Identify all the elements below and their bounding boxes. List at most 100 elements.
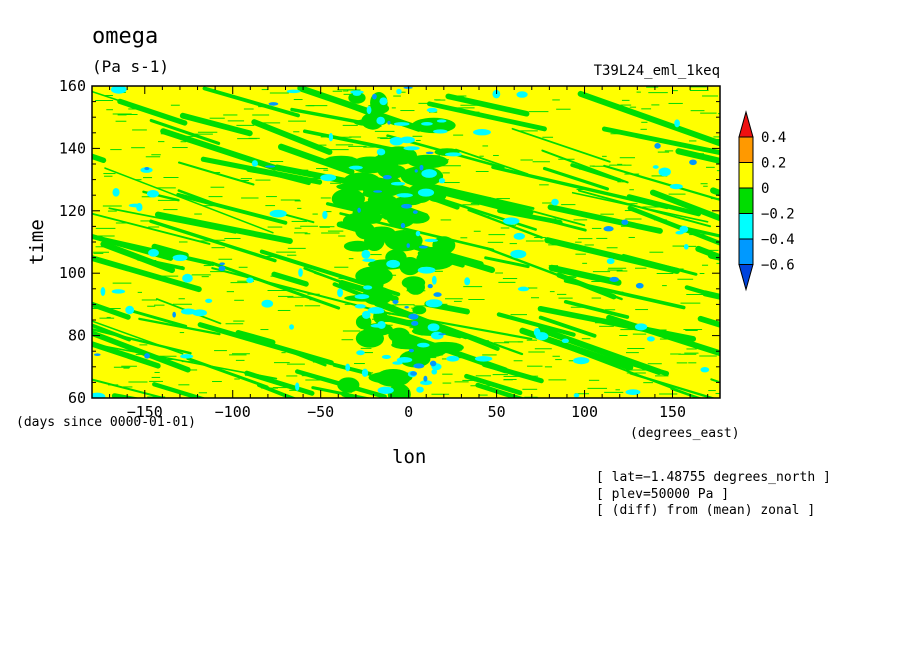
anomaly-band — [537, 305, 697, 342]
anomaly-band — [544, 237, 680, 274]
anomaly-band — [92, 255, 202, 293]
strong-cell — [416, 386, 424, 393]
y-tick-label: 80 — [68, 327, 86, 345]
strong-cell — [573, 357, 590, 365]
strong-cell — [431, 275, 437, 285]
strong-cell — [354, 304, 366, 309]
anomaly-band — [577, 90, 720, 147]
strong-cell — [683, 243, 689, 250]
core-cell — [401, 203, 413, 209]
convective-cell — [406, 279, 425, 295]
y-tick-label: 160 — [59, 77, 86, 95]
colorbar-label: −0.4 — [761, 232, 795, 248]
anomaly-band — [542, 166, 609, 191]
y-tick-label: 60 — [68, 389, 86, 407]
convective-cell — [387, 383, 411, 398]
convective-cell — [331, 188, 365, 210]
anomaly-band — [737, 191, 861, 226]
y-tick-label: 120 — [59, 202, 86, 220]
strong-cell — [533, 328, 541, 337]
core-cell — [418, 245, 428, 249]
x-tick-label: −150 — [127, 403, 163, 421]
strong-cell — [420, 380, 433, 386]
strong-cell — [492, 89, 501, 99]
convective-cell — [352, 205, 366, 226]
colorbar-box — [738, 213, 754, 240]
strong-cell — [362, 258, 376, 262]
strong-cell — [646, 336, 655, 342]
anomaly-band — [132, 310, 188, 328]
strong-cell — [517, 286, 530, 292]
anomaly-band — [92, 341, 161, 369]
strong-cell — [658, 167, 671, 177]
anomaly-band — [289, 350, 327, 367]
anomaly-band — [338, 100, 397, 126]
info-plev: [ plev=50000 Pa ] — [596, 487, 730, 502]
core-cell — [410, 371, 418, 376]
anomaly-band — [290, 107, 364, 125]
anomaly-band — [92, 330, 191, 373]
strong-cell — [182, 273, 193, 283]
strong-cell — [376, 148, 386, 156]
anomaly-band — [445, 93, 530, 117]
strong-cell — [427, 323, 440, 332]
anomaly-band — [92, 212, 211, 245]
x-tick-label: −100 — [215, 403, 251, 421]
core-cell — [419, 164, 424, 171]
strong-cell — [444, 152, 462, 157]
anomaly-band — [415, 180, 535, 210]
core-cell — [382, 174, 392, 180]
strong-cell — [379, 97, 388, 106]
core-cell — [400, 223, 406, 229]
chart-title: omega — [92, 24, 159, 49]
strong-cell — [392, 361, 403, 365]
core-cell — [429, 360, 437, 367]
core-cell — [219, 262, 225, 266]
strong-cell — [377, 320, 386, 329]
anomaly-band — [556, 272, 617, 300]
strong-cell — [251, 160, 258, 167]
convective-cell — [343, 240, 372, 252]
anomaly-band — [92, 301, 131, 320]
anomaly-band — [727, 296, 808, 313]
strong-cell — [561, 338, 569, 344]
strong-cell — [396, 357, 413, 363]
strong-cell — [356, 350, 365, 356]
anomaly-band — [538, 315, 597, 338]
anomaly-band — [303, 267, 347, 285]
strong-cell — [436, 119, 447, 123]
core-cell — [427, 283, 433, 289]
strong-cell — [192, 309, 208, 317]
anomaly-band — [402, 332, 509, 374]
convective-cell — [399, 257, 421, 276]
strong-cell — [474, 355, 493, 362]
strong-cell — [417, 188, 435, 197]
strong-cell — [431, 369, 438, 375]
core-cell — [372, 93, 377, 100]
strong-cell — [573, 393, 580, 398]
anomaly-band — [732, 395, 767, 407]
strong-cell — [396, 88, 402, 95]
strong-cell — [551, 198, 559, 206]
anomaly-band — [629, 372, 716, 398]
core-cell — [412, 210, 418, 214]
strong-cell — [473, 129, 491, 136]
core-cell — [392, 299, 399, 305]
strong-cell — [399, 136, 415, 144]
strong-cell — [502, 217, 520, 225]
y-tick-label: 140 — [59, 139, 86, 157]
strong-cell — [246, 277, 254, 284]
anomaly-band — [92, 320, 184, 355]
strong-cell — [128, 203, 142, 208]
strong-cell — [700, 367, 710, 373]
core-cell — [404, 305, 409, 309]
anomaly-band — [152, 382, 206, 398]
convective-cell — [412, 317, 429, 335]
strong-cell — [345, 363, 351, 372]
core-cell — [406, 243, 410, 248]
core-cell — [609, 276, 619, 282]
anomaly-band — [176, 192, 288, 225]
colorbar-label: −0.2 — [761, 207, 795, 223]
core-cell — [411, 320, 419, 326]
strong-cell — [361, 310, 371, 319]
